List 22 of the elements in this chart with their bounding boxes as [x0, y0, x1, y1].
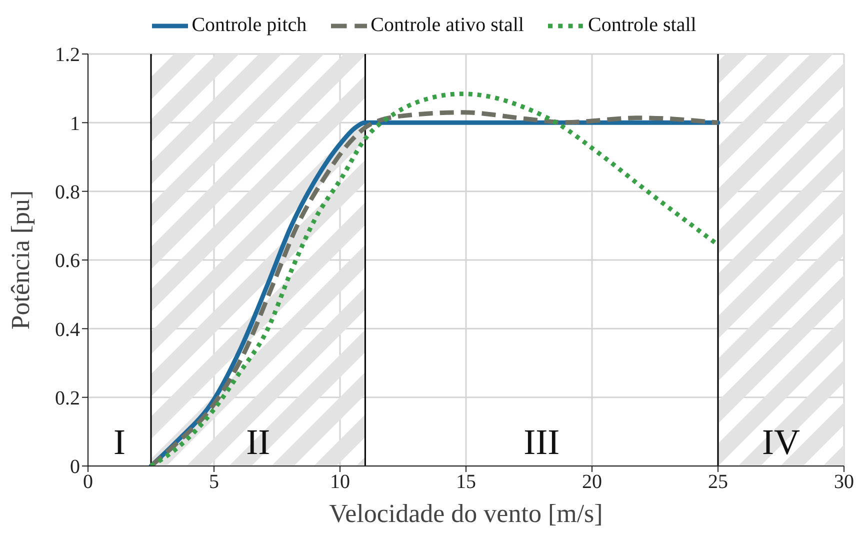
legend-label: Controle ativo stall	[370, 14, 524, 36]
y-tick-label: 1	[70, 112, 80, 135]
annotation: I	[114, 422, 126, 462]
annotation: IV	[762, 422, 800, 462]
x-axis-title: Velocidade do vento [m/s]	[329, 499, 603, 528]
annotation: III	[524, 422, 560, 462]
legend-label: Controle pitch	[192, 14, 307, 36]
x-tick-label: 30	[834, 471, 854, 494]
annotation: II	[246, 422, 270, 462]
x-tick-label: 25	[708, 471, 728, 494]
x-tick-label: 15	[456, 471, 476, 494]
y-tick-label: 0.2	[55, 387, 80, 410]
y-tick-label: 0	[70, 456, 80, 478]
legend-label: Controle stall	[588, 14, 696, 36]
y-tick-label: 1.2	[55, 44, 80, 66]
x-tick-label: 10	[330, 471, 350, 494]
y-axis-title: Potência [pu]	[6, 190, 36, 330]
y-tick-label: 0.4	[55, 318, 80, 341]
y-tick-label: 0.8	[55, 181, 80, 204]
x-tick-label: 5	[209, 471, 219, 494]
x-tick-label: 20	[582, 471, 602, 494]
y-tick-label: 0.6	[55, 250, 80, 272]
